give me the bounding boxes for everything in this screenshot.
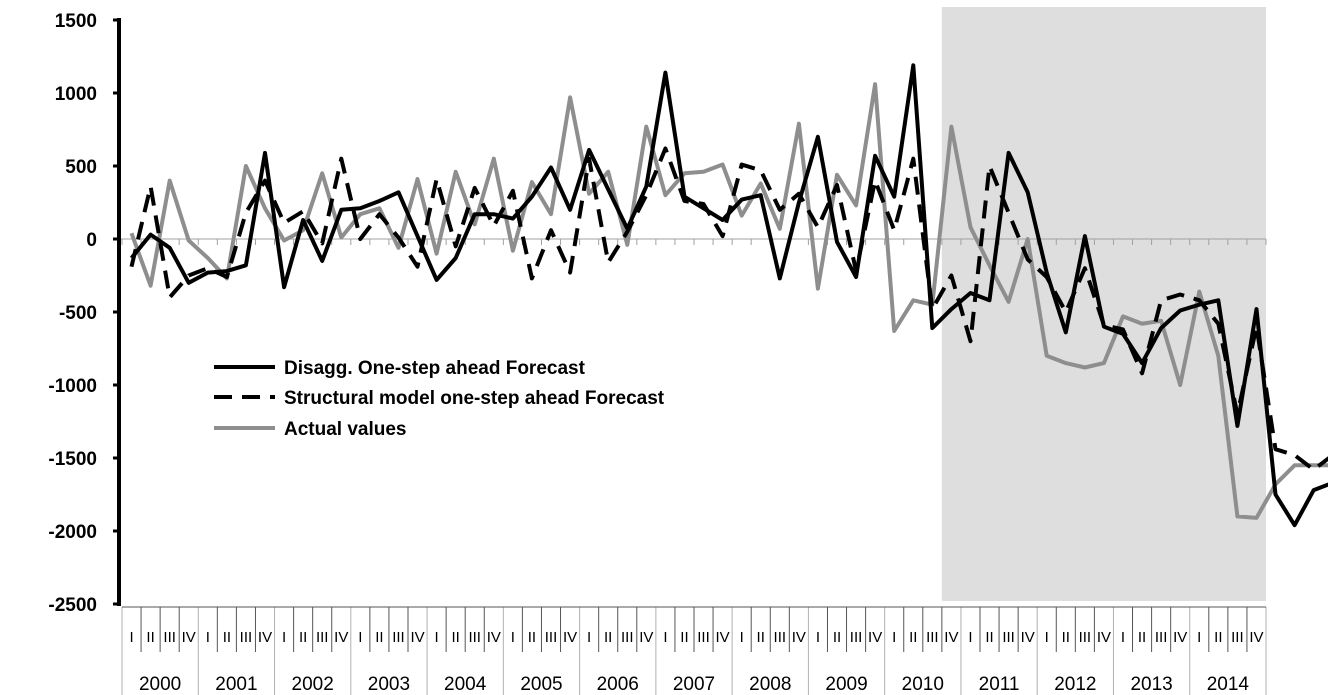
- year-label: 2013: [1130, 674, 1172, 695]
- series-lines: [129, 63, 1328, 528]
- year-label: 2009: [825, 674, 867, 695]
- y-tick-label: -2000: [48, 522, 97, 543]
- legend-label: Disagg. One-step ahead Forecast: [284, 358, 586, 379]
- quarter-label: III: [392, 629, 405, 646]
- quarter-label: II: [451, 629, 459, 646]
- quarter-label: I: [892, 629, 896, 646]
- quarter-label: I: [129, 629, 133, 646]
- quarter-label: III: [545, 629, 558, 646]
- quarter-label: I: [1197, 629, 1201, 646]
- y-tick-label: -500: [59, 303, 97, 324]
- quarter-label: I: [435, 629, 439, 646]
- quarter-label: II: [604, 629, 612, 646]
- quarter-label: I: [663, 629, 667, 646]
- quarter-label: II: [909, 629, 917, 646]
- quarter-label: IV: [1097, 629, 1111, 646]
- quarter-label: II: [528, 629, 536, 646]
- y-tick-label: 1500: [55, 11, 97, 32]
- quarter-label: II: [757, 629, 765, 646]
- quarter-label: I: [282, 629, 286, 646]
- quarter-label: IV: [944, 629, 958, 646]
- quarter-label: III: [1079, 629, 1092, 646]
- quarter-label: IV: [868, 629, 882, 646]
- quarter-label: III: [163, 629, 176, 646]
- quarter-label: I: [358, 629, 362, 646]
- year-label: 2006: [597, 674, 639, 695]
- quarter-label: II: [375, 629, 383, 646]
- y-axis: 1500 1000 500 0 -500 -1000 -1500 -2000 -2500: [48, 11, 121, 616]
- year-label: 2002: [292, 674, 334, 695]
- quarter-label: IV: [410, 629, 424, 646]
- quarter-label: IV: [487, 629, 501, 646]
- quarter-label: II: [1138, 629, 1146, 646]
- legend-label: Actual values: [284, 419, 407, 440]
- y-tick-label: 500: [65, 157, 97, 178]
- year-label: 2004: [444, 674, 487, 695]
- quarter-label: II: [1214, 629, 1222, 646]
- year-label: 2014: [1207, 674, 1250, 695]
- year-label: 2001: [215, 674, 257, 695]
- quarter-label: II: [1062, 629, 1070, 646]
- quarter-label: II: [299, 629, 307, 646]
- year-label: 2010: [902, 674, 944, 695]
- quarter-label: IV: [792, 629, 806, 646]
- zero-axis-group: [119, 238, 1267, 245]
- year-label: 2000: [139, 674, 181, 695]
- year-label: 2007: [673, 674, 715, 695]
- year-label: 2005: [520, 674, 562, 695]
- quarter-label: I: [511, 629, 515, 646]
- quarter-label: III: [468, 629, 481, 646]
- quarter-label: III: [1231, 629, 1244, 646]
- quarter-label: IV: [334, 629, 348, 646]
- year-label: 2011: [979, 674, 1020, 695]
- quarter-label: IV: [716, 629, 730, 646]
- quarter-label: I: [206, 629, 210, 646]
- quarter-label: I: [1045, 629, 1049, 646]
- quarter-label: III: [1002, 629, 1015, 646]
- year-label: 2008: [749, 674, 791, 695]
- quarter-label: III: [774, 629, 787, 646]
- quarter-label: IV: [563, 629, 577, 646]
- quarter-label: III: [240, 629, 253, 646]
- y-tick-label: 1000: [55, 84, 97, 105]
- quarter-label: I: [587, 629, 591, 646]
- quarter-label: I: [1121, 629, 1125, 646]
- quarter-label: II: [680, 629, 688, 646]
- forecast-shaded-region: [941, 7, 1266, 601]
- legend: Disagg. One-step ahead Forecast Structura…: [214, 358, 665, 440]
- quarter-label: IV: [182, 629, 196, 646]
- quarter-label: III: [1155, 629, 1168, 646]
- quarter-label: IV: [1173, 629, 1187, 646]
- x-axis: I II III IV I II III IV I II III IV I II III IV I II III IV…: [121, 606, 1267, 695]
- quarter-label: I: [968, 629, 972, 646]
- quarter-label: II: [223, 629, 231, 646]
- series-line-1: [129, 63, 1328, 528]
- quarter-label: IV: [639, 629, 653, 646]
- quarter-label: III: [697, 629, 710, 646]
- quarter-label: III: [926, 629, 939, 646]
- quarter-label: I: [816, 629, 820, 646]
- y-tick-label: -1000: [48, 376, 97, 397]
- quarter-label: IV: [1021, 629, 1035, 646]
- quarter-label: III: [850, 629, 863, 646]
- quarter-label: II: [985, 629, 993, 646]
- quarter-label: IV: [258, 629, 272, 646]
- quarter-label: I: [740, 629, 744, 646]
- quarter-label: IV: [1249, 629, 1263, 646]
- y-tick-label: -1500: [48, 449, 97, 470]
- legend-label: Structural model one-step ahead Forecast: [284, 388, 665, 409]
- year-label: 2012: [1054, 674, 1096, 695]
- y-tick-label: 0: [86, 230, 97, 251]
- quarter-label: II: [833, 629, 841, 646]
- quarter-label: III: [316, 629, 329, 646]
- quarter-label: III: [621, 629, 634, 646]
- quarter-label: II: [146, 629, 154, 646]
- y-tick-label: -2500: [48, 595, 97, 616]
- year-label: 2003: [368, 674, 410, 695]
